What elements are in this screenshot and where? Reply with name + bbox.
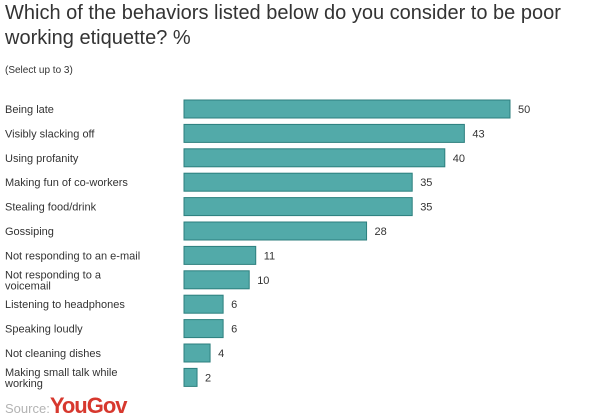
data-label: 10 [257,275,269,287]
data-label: 28 [375,226,387,238]
bar [183,123,465,143]
category-label: Listening to headphones [5,299,125,311]
bar [183,197,413,217]
chart-title: Which of the behaviors listed below do y… [5,2,561,49]
category-label: Not responding to an e-mail [5,250,140,262]
data-label: 6 [231,299,237,311]
category-label: Visibly slacking off [5,128,95,140]
category-label: Stealing food/drink [5,202,97,214]
category-label: Speaking loudly [5,324,83,336]
data-label: 11 [264,250,275,262]
source-credit: Source:YouGov [5,393,128,418]
bar [183,343,211,363]
category-label: Not cleaning dishes [5,348,102,360]
data-label: 6 [231,324,237,336]
bar [183,99,511,119]
data-label: 4 [218,348,224,360]
category-label: Being late [5,104,54,116]
yougov-logo: YouGov [49,393,128,418]
data-label: 35 [420,202,432,214]
bar [183,221,368,241]
data-label: 35 [420,177,432,189]
bar [183,172,413,192]
bar-chart: 50 Being late 43 Visibly slacking off 40 Usin… [4,99,530,390]
bar [183,319,224,339]
source-label: Source: [5,401,50,416]
bar [183,245,257,265]
bar [183,367,198,387]
bar [183,294,224,314]
chart-subtitle: (Select up to 3) [5,65,73,76]
category-label: Gossiping [5,226,54,238]
data-label: 2 [205,372,211,384]
category-label: Using profanity [5,153,79,165]
category-label: Making fun of co-workers [5,177,128,189]
bar [183,148,446,168]
data-label: 43 [472,128,484,140]
data-label: 50 [518,104,530,116]
category-label: Not responding to a voicemail [5,269,102,292]
bar [183,270,250,290]
data-label: 40 [453,153,465,165]
category-label: Making small talk while working [4,367,117,390]
